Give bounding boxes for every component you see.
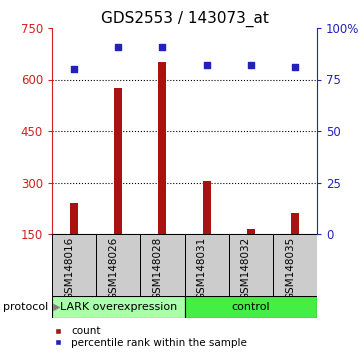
Text: GSM148016: GSM148016 bbox=[64, 236, 74, 300]
Text: protocol: protocol bbox=[3, 302, 48, 312]
Text: GSM148035: GSM148035 bbox=[285, 236, 295, 300]
Bar bbox=[52, 234, 96, 296]
Point bbox=[204, 62, 209, 68]
Point bbox=[71, 66, 77, 72]
Bar bbox=[158, 62, 166, 285]
Text: GSM148026: GSM148026 bbox=[108, 236, 118, 300]
Legend: count, percentile rank within the sample: count, percentile rank within the sample bbox=[47, 326, 247, 348]
Text: ▶: ▶ bbox=[50, 302, 61, 312]
Bar bbox=[140, 234, 184, 296]
Text: GSM148032: GSM148032 bbox=[241, 236, 251, 300]
Bar bbox=[229, 234, 273, 296]
Title: GDS2553 / 143073_at: GDS2553 / 143073_at bbox=[101, 11, 269, 27]
Bar bbox=[291, 213, 299, 285]
Bar bbox=[70, 203, 78, 285]
Bar bbox=[114, 88, 122, 285]
Bar bbox=[203, 181, 210, 285]
Bar bbox=[184, 296, 317, 318]
Text: GSM148028: GSM148028 bbox=[152, 236, 162, 300]
Point bbox=[116, 44, 121, 49]
Bar bbox=[184, 234, 229, 296]
Text: LARK overexpression: LARK overexpression bbox=[60, 302, 177, 312]
Bar bbox=[52, 296, 184, 318]
Bar bbox=[96, 234, 140, 296]
Text: GSM148031: GSM148031 bbox=[197, 236, 206, 300]
Point bbox=[292, 64, 298, 70]
Text: control: control bbox=[231, 302, 270, 312]
Bar bbox=[273, 234, 317, 296]
Bar bbox=[247, 229, 255, 285]
Point bbox=[248, 62, 254, 68]
Point bbox=[160, 44, 165, 49]
